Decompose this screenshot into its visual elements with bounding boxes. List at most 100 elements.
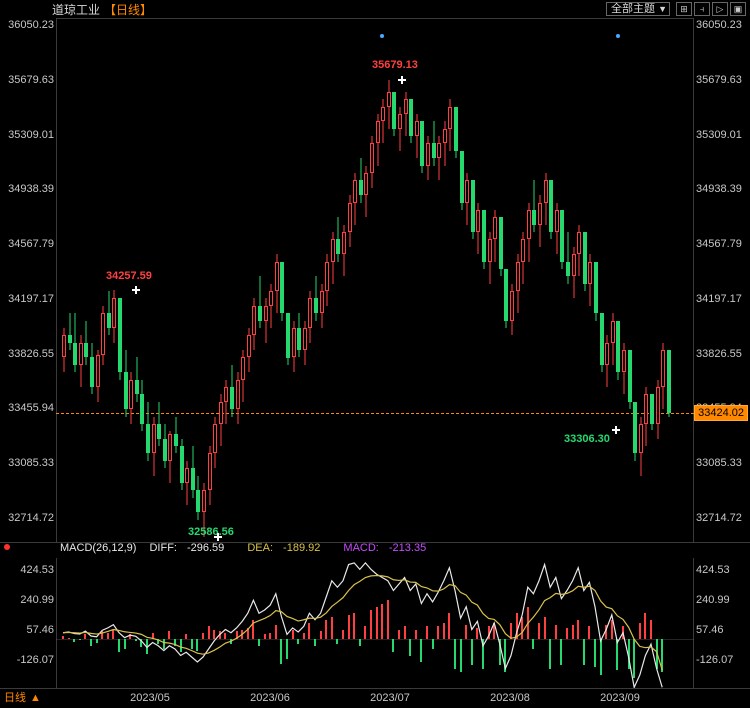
candle <box>275 254 279 313</box>
candle <box>426 136 430 180</box>
candle <box>588 254 592 306</box>
candle <box>241 350 245 402</box>
candle <box>544 173 548 225</box>
candle <box>258 276 262 328</box>
candle <box>342 225 346 277</box>
y-axis-label: 34938.39 <box>6 183 54 195</box>
candle <box>577 225 581 277</box>
cross-mark-icon <box>214 533 222 541</box>
price-annotation: 33306.30 <box>564 433 610 445</box>
candle <box>303 321 307 365</box>
candle <box>644 387 648 446</box>
candle <box>140 380 144 432</box>
indicator-icon[interactable]: ⫞ <box>694 2 710 16</box>
candle <box>471 188 475 240</box>
y-axis-label: 35679.63 <box>6 74 54 86</box>
candle <box>656 380 660 439</box>
candle <box>224 380 228 424</box>
candle <box>185 461 189 505</box>
candle <box>381 99 385 143</box>
candle <box>152 417 156 476</box>
x-axis-label: 2023/08 <box>490 692 530 704</box>
replay-icon[interactable]: ▷ <box>712 2 728 16</box>
candle <box>504 284 508 328</box>
chart-toolbar: 道琼工业 【日线】 全部主题 ⊞ ⫞ ▷ ▣ <box>0 0 750 18</box>
main-candlestick-chart[interactable]: 36050.2336050.2335679.6335679.6335309.01… <box>0 18 750 542</box>
candle <box>448 99 452 151</box>
candle <box>476 203 480 255</box>
candle <box>163 424 167 468</box>
candle <box>583 239 587 291</box>
candle <box>566 232 570 284</box>
candle <box>308 291 312 343</box>
candle <box>560 217 564 269</box>
candle <box>437 136 441 180</box>
theme-selector[interactable]: 全部主题 <box>606 2 670 16</box>
y-axis-label: 34567.79 <box>696 238 744 250</box>
candle <box>297 313 301 357</box>
candle <box>191 446 195 498</box>
candle <box>364 166 368 218</box>
candle <box>336 217 340 261</box>
candle <box>572 247 576 299</box>
candle <box>118 313 122 379</box>
candle <box>409 107 413 144</box>
y-axis-label: 34938.39 <box>696 183 744 195</box>
stock-chart-window: { "header": { "title": "道琼工业", "timefram… <box>0 0 750 708</box>
x-axis-label: 2023/05 <box>130 692 170 704</box>
y-axis-label: 32714.72 <box>6 512 54 524</box>
candle <box>124 350 128 416</box>
price-annotation: 34257.59 <box>106 270 152 282</box>
candle <box>516 254 520 313</box>
y-axis-label: 33085.33 <box>6 457 54 469</box>
candle <box>387 80 391 129</box>
y-axis-label: 36050.23 <box>6 19 54 31</box>
fullscreen-icon[interactable]: ▣ <box>730 2 746 16</box>
candle <box>96 350 100 402</box>
candle <box>650 402 654 431</box>
candle <box>443 121 447 165</box>
candle <box>404 92 408 136</box>
candle <box>325 254 329 306</box>
y-axis-label: 33826.55 <box>6 348 54 360</box>
y-axis-label: 33826.55 <box>696 348 744 360</box>
candle <box>488 232 492 284</box>
candle <box>320 284 324 328</box>
timeframe-label: 【日线】 <box>104 1 152 18</box>
candle <box>213 417 217 469</box>
candle <box>314 276 318 320</box>
grid-icon[interactable]: ⊞ <box>676 2 692 16</box>
dea-line <box>63 576 662 670</box>
candle <box>465 173 469 225</box>
candle <box>527 203 531 262</box>
y-axis-label: 34567.79 <box>6 238 54 250</box>
y-axis-label: 34197.17 <box>696 293 744 305</box>
candle <box>286 328 290 365</box>
macd-lines <box>0 542 750 688</box>
candle <box>521 232 525 284</box>
candle <box>460 166 464 210</box>
candle <box>532 180 536 232</box>
candle <box>510 284 514 336</box>
candle <box>353 173 357 225</box>
candle <box>616 328 620 380</box>
marker-dot-icon <box>380 34 384 38</box>
timeframe-corner: 日线▲ <box>4 689 41 705</box>
macd-sub-chart[interactable]: MACD(26,12,9) DIFF:-296.59 DEA:-189.92 M… <box>0 542 750 688</box>
candle <box>73 313 77 372</box>
candle <box>236 372 240 424</box>
candle <box>79 335 83 387</box>
last-price-tag: 33424.02 <box>694 405 748 421</box>
candle <box>157 402 161 446</box>
candle <box>331 232 335 284</box>
candle <box>633 417 637 461</box>
candle <box>611 313 615 365</box>
candle <box>555 203 559 255</box>
candle <box>252 298 256 350</box>
candle <box>68 313 72 350</box>
candle <box>454 114 458 158</box>
candle <box>639 417 643 476</box>
cross-mark-icon <box>398 76 406 84</box>
candle <box>549 188 553 240</box>
candle <box>90 343 94 395</box>
